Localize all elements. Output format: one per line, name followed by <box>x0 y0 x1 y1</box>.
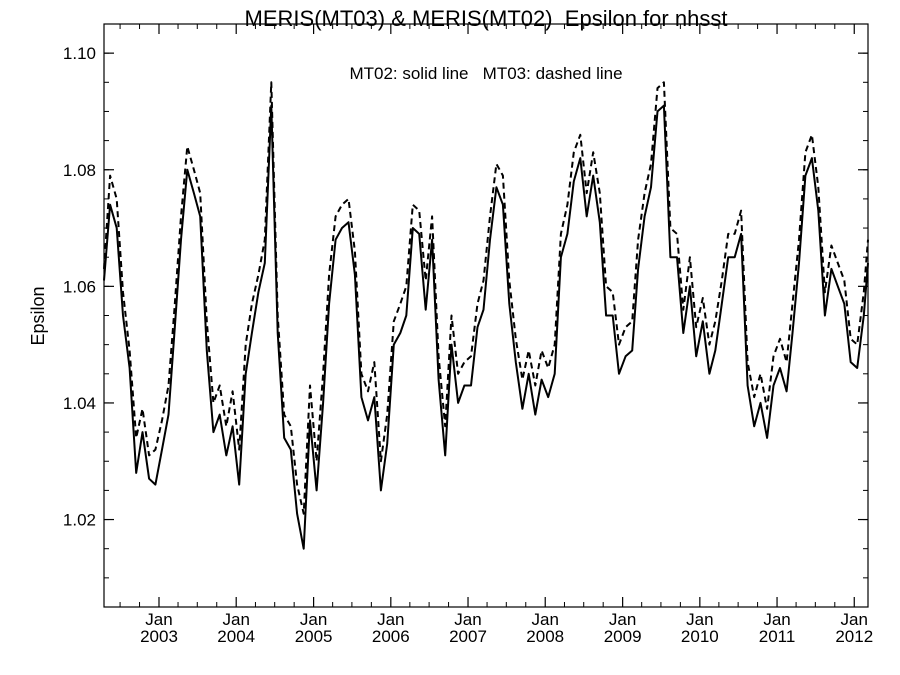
x-tick-label-month: Jan <box>222 610 249 629</box>
x-tick-label-month: Jan <box>300 610 327 629</box>
chart-title: MERIS(MT03) & MERIS(MT02) Epsilon for nh… <box>244 6 728 31</box>
series-line-mt03 <box>103 81 869 515</box>
y-tick-label: 1.02 <box>63 511 96 530</box>
x-tick-label-year: 2004 <box>217 627 255 646</box>
y-axis: 1.02 1.04 1.06 1.08 1.10 <box>63 23 868 579</box>
series-line-mt02 <box>103 104 869 550</box>
x-tick-label-year: 2007 <box>449 627 487 646</box>
x-tick-label-month: Jan <box>763 610 790 629</box>
y-axis-label: Epsilon <box>28 286 48 345</box>
series-layer <box>103 81 869 550</box>
legend-annotation: MT02: solid line MT03: dashed line <box>349 64 622 83</box>
y-tick-label: 1.08 <box>63 161 96 180</box>
x-tick-label-month: Jan <box>377 610 404 629</box>
x-tick-label-month: Jan <box>145 610 172 629</box>
x-tick-label-year: 2008 <box>526 627 564 646</box>
x-tick-label-year: 2011 <box>759 627 796 646</box>
x-tick-label-month: Jan <box>609 610 636 629</box>
x-tick-label-year: 2006 <box>372 627 410 646</box>
y-tick-label: 1.06 <box>63 277 96 296</box>
x-tick-label-month: Jan <box>454 610 481 629</box>
x-axis: Jan2003Jan2004Jan2005Jan2006Jan2007Jan20… <box>119 24 873 646</box>
x-tick-label-year: 2005 <box>295 627 333 646</box>
x-tick-label-month: Jan <box>532 610 559 629</box>
y-tick-label: 1.10 <box>63 44 96 63</box>
y-tick-label: 1.04 <box>63 394 96 413</box>
x-tick-label-year: 2003 <box>140 627 178 646</box>
x-tick-label-year: 2010 <box>681 627 719 646</box>
plot-frame <box>103 23 869 608</box>
x-tick-label-month: Jan <box>686 610 713 629</box>
x-tick-label-year: 2012 <box>835 627 873 646</box>
x-tick-label-month: Jan <box>841 610 868 629</box>
x-tick-label-year: 2009 <box>604 627 642 646</box>
